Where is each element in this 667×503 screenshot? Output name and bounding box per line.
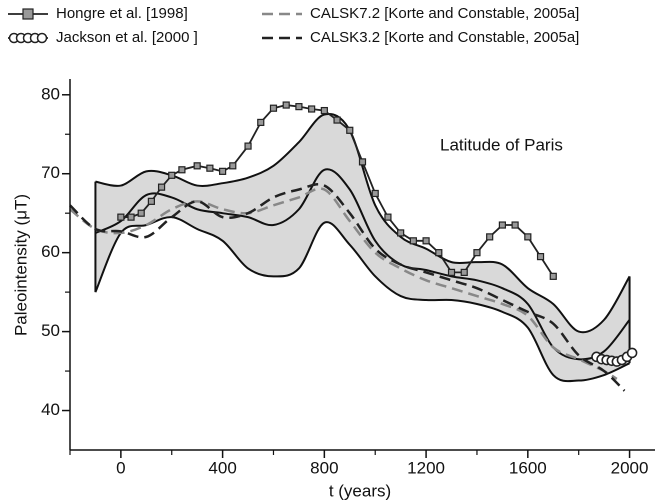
band-upper-line	[95, 113, 631, 334]
x-tick-label: 800	[310, 458, 338, 477]
square-marker	[295, 103, 303, 111]
y-tick-label: 80	[41, 84, 60, 103]
square-marker	[168, 171, 176, 179]
x-tick-label: 0	[116, 458, 125, 477]
legend-label: Hongre et al. [1998]	[56, 5, 188, 22]
square-marker	[117, 213, 125, 221]
square-marker	[229, 162, 237, 170]
square-marker	[511, 221, 519, 229]
square-marker	[333, 116, 341, 124]
x-tick-label: 1600	[509, 458, 547, 477]
square-marker	[358, 158, 367, 166]
annotation: Latitude of Paris	[440, 135, 563, 154]
square-marker	[127, 213, 135, 221]
y-tick-label: 60	[41, 242, 60, 261]
legend-label: CALSK7.2 [Korte and Constable, 2005a]	[310, 5, 579, 22]
square-marker	[206, 164, 214, 172]
band-area	[95, 113, 630, 382]
square-marker	[422, 237, 430, 245]
square-marker	[219, 167, 227, 175]
circle-marker	[626, 347, 638, 359]
legend-marker	[36, 32, 48, 44]
square-marker	[371, 189, 379, 198]
series-line	[69, 182, 626, 392]
legend-label: Jackson et al. [2000 ]	[56, 29, 198, 46]
square-marker	[308, 105, 316, 113]
y-tick-label: 70	[41, 163, 60, 182]
square-marker	[269, 104, 278, 112]
x-tick-label: 400	[208, 458, 236, 477]
square-marker	[193, 162, 201, 170]
x-tick-label: 1200	[407, 458, 445, 477]
x-tick-label: 2000	[611, 458, 649, 477]
square-marker	[549, 272, 557, 280]
y-axis-label: Paleointensity (μT)	[11, 194, 30, 336]
square-marker	[244, 142, 252, 150]
square-marker	[137, 209, 145, 217]
square-marker	[346, 126, 354, 134]
square-marker	[473, 249, 481, 257]
square-marker	[257, 118, 265, 127]
legend-marker	[22, 8, 34, 20]
square-marker	[178, 166, 186, 174]
square-marker	[524, 233, 532, 241]
series-line	[69, 187, 618, 381]
legend-label: CALSK3.2 [Korte and Constable, 2005a]	[310, 29, 579, 46]
square-marker	[435, 249, 443, 257]
square-marker	[147, 197, 155, 205]
band-lower-line	[94, 216, 630, 383]
square-marker	[486, 233, 494, 241]
y-tick-label: 50	[41, 321, 60, 340]
square-marker	[460, 268, 468, 276]
square-marker	[157, 183, 166, 191]
square-marker	[384, 213, 392, 221]
square-marker	[320, 106, 328, 115]
square-marker	[498, 221, 506, 229]
square-marker	[409, 237, 417, 245]
square-marker	[282, 101, 290, 109]
square-marker	[397, 229, 405, 237]
y-tick-label: 40	[41, 400, 60, 419]
x-axis-label: t (years)	[329, 481, 391, 500]
square-marker	[447, 268, 456, 276]
square-marker	[536, 253, 545, 261]
